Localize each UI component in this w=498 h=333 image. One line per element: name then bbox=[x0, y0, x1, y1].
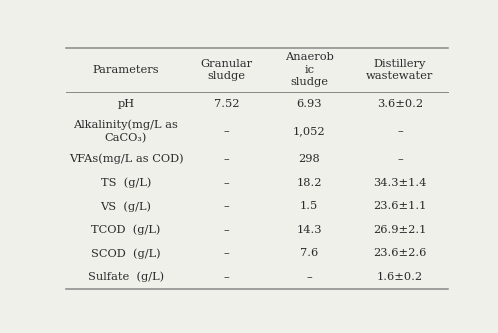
Text: –: – bbox=[306, 272, 312, 282]
Text: –: – bbox=[224, 272, 229, 282]
Text: Granular
sludge: Granular sludge bbox=[200, 59, 252, 81]
Text: –: – bbox=[224, 154, 229, 164]
Text: 1,052: 1,052 bbox=[293, 127, 326, 137]
Text: 26.9±2.1: 26.9±2.1 bbox=[374, 225, 427, 235]
Text: 18.2: 18.2 bbox=[296, 178, 322, 188]
Text: 7.52: 7.52 bbox=[214, 99, 239, 109]
Text: Anaerob
ic
sludge: Anaerob ic sludge bbox=[285, 52, 334, 87]
Text: 23.6±2.6: 23.6±2.6 bbox=[374, 248, 427, 258]
Text: VFAs(mg/L as COD): VFAs(mg/L as COD) bbox=[69, 154, 183, 165]
Text: 298: 298 bbox=[298, 154, 320, 164]
Text: Parameters: Parameters bbox=[93, 65, 159, 75]
Text: –: – bbox=[397, 154, 403, 164]
Text: Sulfate  (g/L): Sulfate (g/L) bbox=[88, 272, 164, 282]
Text: 7.6: 7.6 bbox=[300, 248, 318, 258]
Text: 6.93: 6.93 bbox=[296, 99, 322, 109]
Text: –: – bbox=[224, 201, 229, 211]
Text: SCOD  (g/L): SCOD (g/L) bbox=[91, 248, 161, 259]
Text: –: – bbox=[397, 127, 403, 137]
Text: –: – bbox=[224, 225, 229, 235]
Text: Alkalinity(mg/L as
CaCO₃): Alkalinity(mg/L as CaCO₃) bbox=[74, 120, 178, 143]
Text: –: – bbox=[224, 127, 229, 137]
Text: Distillery
wastewater: Distillery wastewater bbox=[366, 59, 434, 81]
Text: 1.6±0.2: 1.6±0.2 bbox=[377, 272, 423, 282]
Text: pH: pH bbox=[118, 99, 134, 109]
Text: TS  (g/L): TS (g/L) bbox=[101, 177, 151, 188]
Text: 34.3±1.4: 34.3±1.4 bbox=[374, 178, 427, 188]
Text: TCOD  (g/L): TCOD (g/L) bbox=[91, 224, 161, 235]
Text: 1.5: 1.5 bbox=[300, 201, 318, 211]
Text: –: – bbox=[224, 248, 229, 258]
Text: 23.6±1.1: 23.6±1.1 bbox=[374, 201, 427, 211]
Text: 14.3: 14.3 bbox=[296, 225, 322, 235]
Text: VS  (g/L): VS (g/L) bbox=[101, 201, 151, 211]
Text: 3.6±0.2: 3.6±0.2 bbox=[377, 99, 423, 109]
Text: –: – bbox=[224, 178, 229, 188]
